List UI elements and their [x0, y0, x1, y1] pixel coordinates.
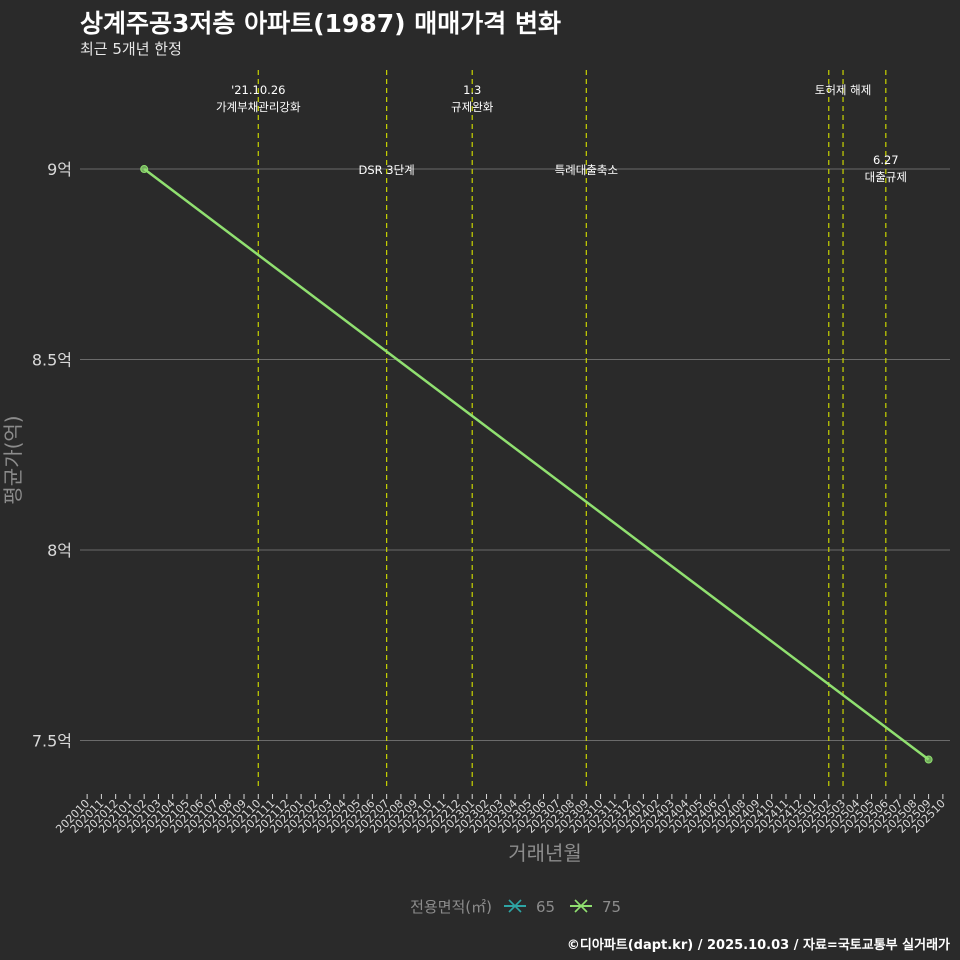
policy-annotation-text: 가계부채관리강화 — [216, 100, 301, 114]
chart-caption: ©디아파트(dapt.kr) / 2025.10.03 / 자료=국토교통부 실… — [566, 938, 950, 953]
legend-title: 전용면적(㎡) — [410, 898, 492, 916]
legend-label: 65 — [536, 898, 555, 916]
legend-label: 75 — [602, 898, 621, 916]
legend-key-cross — [574, 899, 588, 913]
policy-annotation-text: 6.27 — [873, 153, 899, 167]
chart-title: 상계주공3저층 아파트(1987) 매매가격 변화 — [80, 9, 561, 38]
y-axis-title: 평균가(억) — [1, 415, 25, 504]
data-point — [140, 165, 149, 174]
policy-annotation-text: 규제완화 — [451, 100, 494, 114]
policy-annotation-text: 토허제 해제 — [815, 83, 872, 97]
y-tick-label: 8억 — [47, 541, 72, 560]
y-tick-label: 9억 — [47, 160, 72, 179]
policy-annotation-text: '21.10.26 — [231, 83, 285, 97]
series-line-75 — [143, 168, 930, 761]
chart-subtitle: 최근 5개년 한정 — [80, 40, 182, 58]
policy-annotation-text: 1.3 — [463, 83, 481, 97]
y-tick-label: 8.5억 — [32, 351, 72, 370]
legend-key-cross — [508, 899, 522, 913]
policy-annotation-text: DSR 3단계 — [358, 163, 414, 177]
policy-annotation-text: 특례대출축소 — [555, 163, 618, 177]
y-tick-label: 7.5억 — [32, 731, 72, 750]
data-point — [924, 755, 933, 764]
x-axis-title: 거래년월 — [508, 841, 582, 865]
policy-annotation-text: 대출규제 — [865, 170, 907, 184]
